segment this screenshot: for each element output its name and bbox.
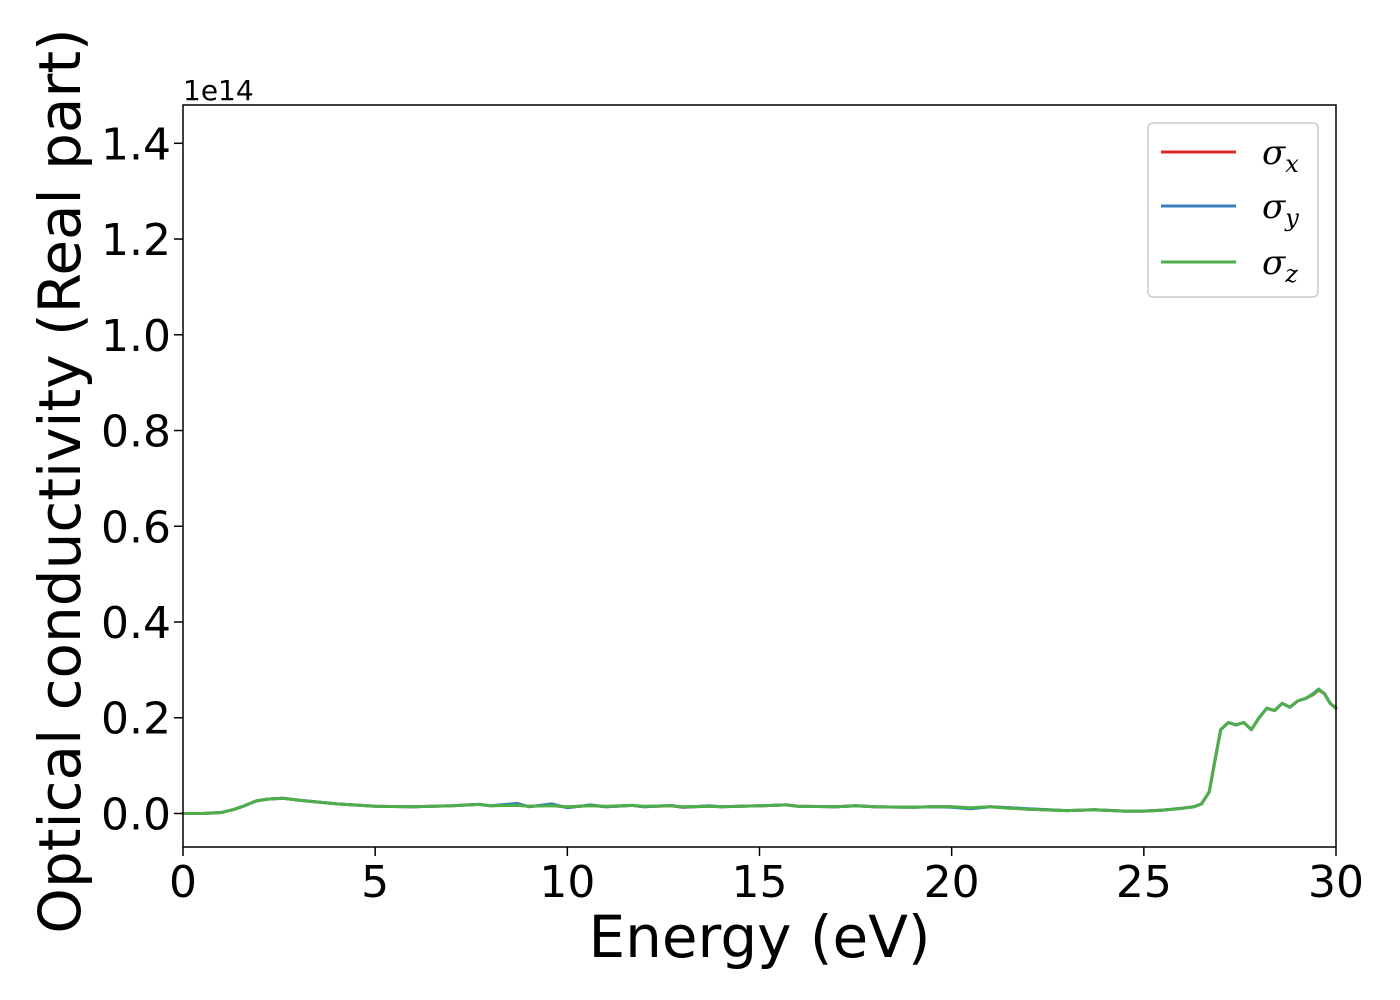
x-tick-label: 10 bbox=[539, 857, 595, 908]
x-tick-label: 0 bbox=[169, 857, 197, 908]
x-axis-title: Energy (eV) bbox=[588, 903, 930, 971]
y-axis-offset-text: 1e14 bbox=[183, 74, 254, 107]
y-tick-label: 0.4 bbox=[101, 598, 171, 649]
y-axis-ticks: 0.0 0.2 0.4 0.6 0.8 1.0 1.2 1.4 bbox=[101, 119, 183, 840]
legend-label-x: σx bbox=[1262, 133, 1299, 178]
y-tick-label: 1.0 bbox=[101, 311, 171, 362]
y-tick-label: 0.6 bbox=[101, 502, 171, 553]
x-axis-ticks: 0 5 10 15 20 25 30 bbox=[169, 847, 1364, 908]
y-tick-label: 1.4 bbox=[101, 119, 171, 170]
y-tick-label: 1.2 bbox=[101, 215, 171, 266]
x-tick-label: 30 bbox=[1308, 857, 1364, 908]
series-line-z bbox=[181, 688, 1338, 815]
legend-box bbox=[1147, 122, 1319, 298]
legend-label-y: σy bbox=[1262, 187, 1299, 232]
series-layer bbox=[181, 687, 1338, 815]
y-tick-label: 0.2 bbox=[101, 694, 171, 745]
y-tick-label: 0.0 bbox=[101, 789, 171, 840]
legend-label-z: σz bbox=[1262, 243, 1298, 288]
x-tick-label: 20 bbox=[924, 857, 980, 908]
y-tick-label: 0.8 bbox=[101, 407, 171, 458]
x-tick-label: 25 bbox=[1116, 857, 1172, 908]
y-axis-title: Optical conductivity (Real part) bbox=[26, 28, 94, 933]
legend: σx σy σz bbox=[1147, 122, 1319, 298]
x-tick-label: 5 bbox=[361, 857, 389, 908]
x-tick-label: 15 bbox=[732, 857, 788, 908]
